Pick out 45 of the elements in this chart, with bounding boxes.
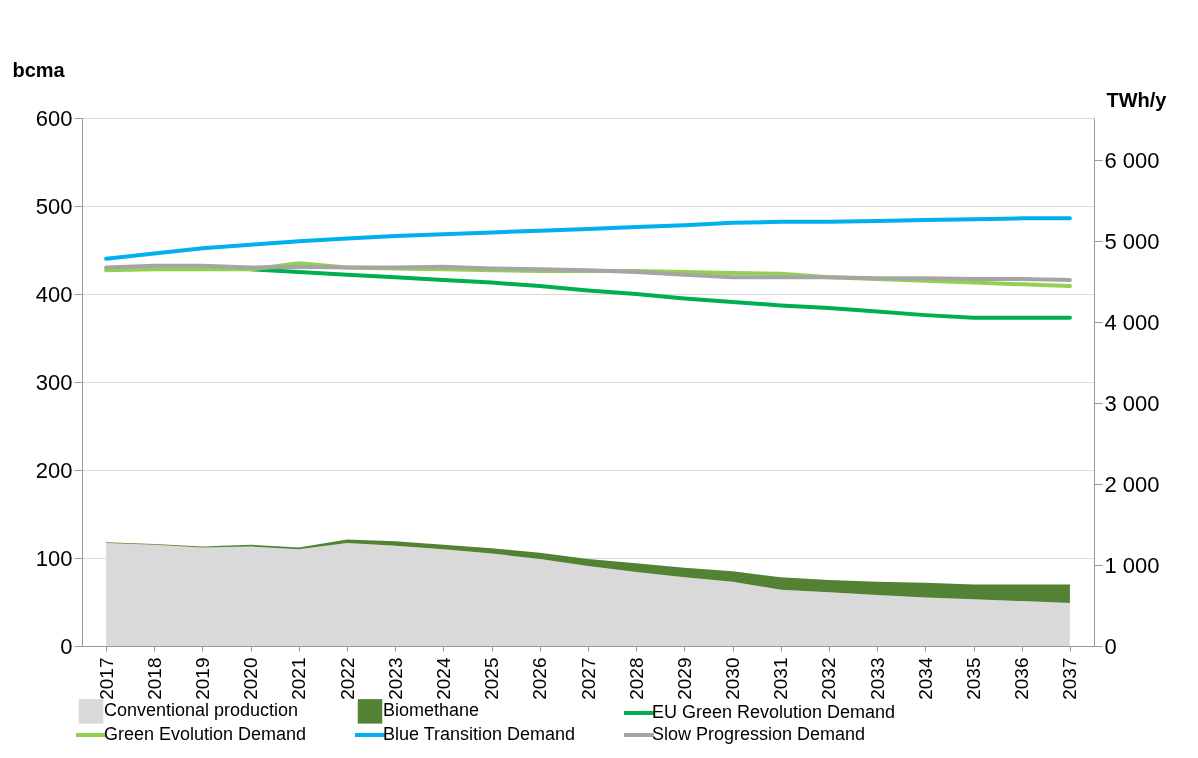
x-tick-label: 2023 bbox=[384, 657, 406, 700]
y-tick-label: 300 bbox=[35, 369, 73, 395]
x-tick-label: 2030 bbox=[722, 657, 744, 700]
legend-label: EU Green Revolution Demand bbox=[652, 702, 896, 722]
y2-tick-label: 2 000 bbox=[1104, 471, 1160, 497]
x-tick-label: 2029 bbox=[673, 657, 695, 700]
x-tick-label: 2036 bbox=[1011, 657, 1033, 700]
x-tick-label: 2021 bbox=[288, 657, 310, 700]
x-tick-label: 2033 bbox=[866, 657, 888, 700]
x-tick-label: 2037 bbox=[1059, 657, 1081, 700]
x-tick-label: 2025 bbox=[481, 657, 503, 700]
y2-tick-label: 4 000 bbox=[1104, 309, 1160, 335]
x-tick-label: 2031 bbox=[770, 657, 792, 700]
y-tick-label: 500 bbox=[35, 193, 73, 219]
y2-tick-label: 6 000 bbox=[1104, 147, 1160, 173]
y2-tick-label: 3 000 bbox=[1104, 390, 1160, 416]
y-tick-label: 200 bbox=[35, 457, 73, 483]
x-tick-label: 2026 bbox=[529, 657, 551, 700]
x-tick-label: 2017 bbox=[95, 657, 117, 700]
x-tick-label: 2018 bbox=[143, 657, 165, 700]
y-axis-title: bcma bbox=[12, 58, 66, 81]
y2-tick-label: 0 bbox=[1104, 633, 1117, 659]
legend-label: Blue Transition Demand bbox=[383, 724, 576, 744]
y2-tick-label: 5 000 bbox=[1104, 228, 1160, 254]
legend-label: Slow Progression Demand bbox=[652, 724, 866, 744]
x-tick-label: 2034 bbox=[914, 657, 936, 700]
line-series bbox=[104, 263, 1072, 282]
x-tick-label: 2019 bbox=[191, 657, 213, 700]
x-tick-label: 2032 bbox=[818, 657, 840, 700]
x-tick-label: 2024 bbox=[432, 657, 454, 700]
y2-tick-label: 1 000 bbox=[1104, 552, 1160, 578]
y-tick-label: 600 bbox=[35, 105, 73, 131]
x-tick-label: 2020 bbox=[240, 657, 262, 700]
legend-label: Conventional production bbox=[104, 700, 299, 721]
y-tick-label: 400 bbox=[35, 281, 73, 307]
x-tick-label: 2027 bbox=[577, 657, 599, 700]
legend-label: Green Evolution Demand bbox=[104, 724, 307, 744]
line-series bbox=[104, 216, 1072, 261]
x-tick-label: 2028 bbox=[625, 657, 647, 700]
y-tick-label: 0 bbox=[60, 633, 73, 659]
x-tick-label: 2022 bbox=[336, 657, 358, 700]
legend-label: Biomethane bbox=[383, 700, 480, 721]
y2-axis-title: TWh/y bbox=[1106, 88, 1168, 111]
x-tick-label: 2035 bbox=[963, 657, 985, 700]
y-tick-label: 100 bbox=[35, 545, 73, 571]
